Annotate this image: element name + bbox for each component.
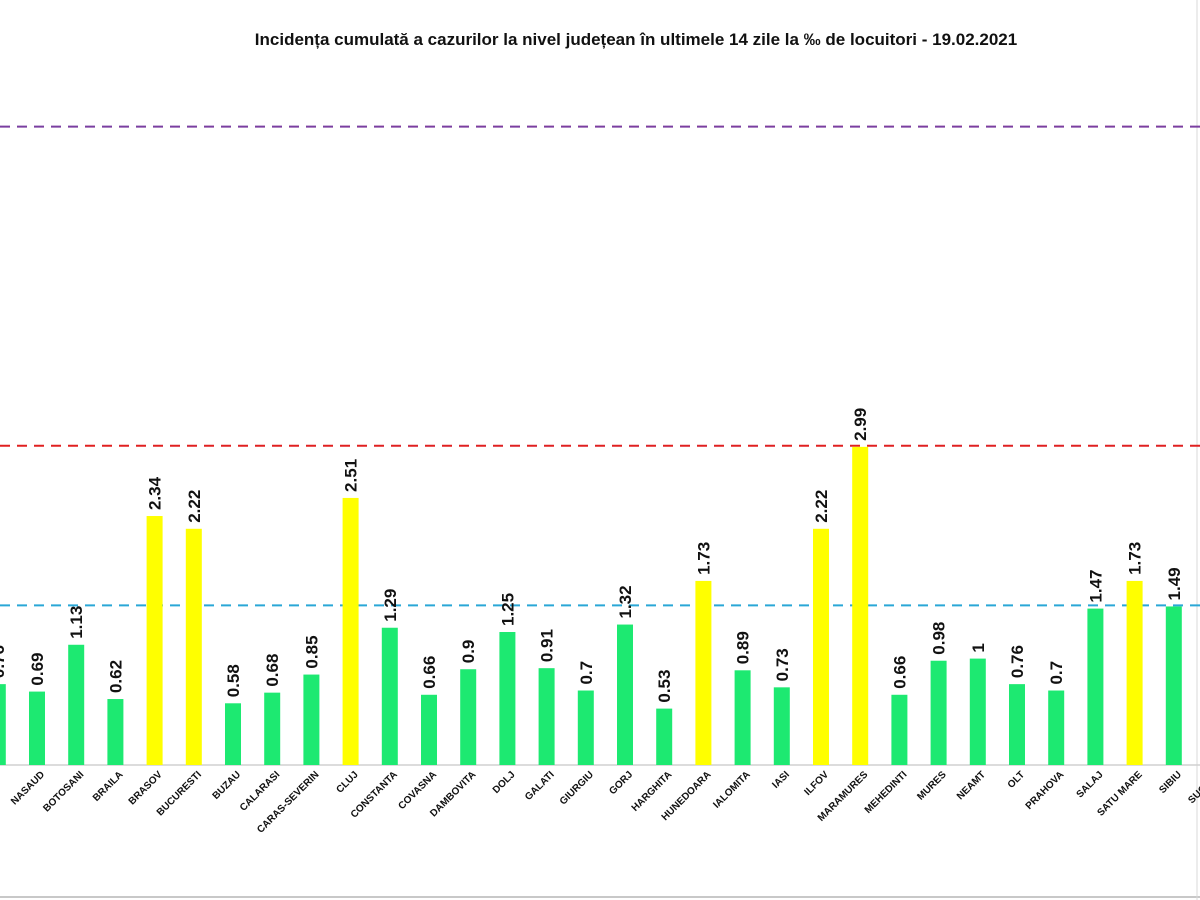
bar-buzau xyxy=(225,703,241,765)
data-label: 1.32 xyxy=(616,585,635,618)
data-label: 0.91 xyxy=(538,629,557,662)
category-label: NASAUD xyxy=(9,769,47,807)
bar-salaj xyxy=(1087,608,1104,765)
bar-harghita xyxy=(656,708,673,765)
category-label: ILFOV xyxy=(803,769,832,798)
category-label: DOLJ xyxy=(491,769,518,796)
category-label: MEHEDINTI xyxy=(863,769,910,816)
bar-calarasi xyxy=(264,692,281,765)
bar-dambovita xyxy=(460,669,477,765)
bar-satu mare xyxy=(1126,580,1143,765)
data-label: 2.51 xyxy=(342,459,361,492)
bar-braila xyxy=(107,699,124,765)
data-label: 0.98 xyxy=(930,622,949,655)
data-label: 0.9 xyxy=(459,640,478,664)
bar-sibiu xyxy=(1165,606,1182,765)
data-label: 0.76 xyxy=(0,645,8,678)
bar-brasov xyxy=(146,516,163,765)
category-label: SALAJ xyxy=(1075,769,1106,800)
bar-bucuresti xyxy=(185,528,202,765)
data-label: 2.34 xyxy=(146,476,165,510)
data-label: 0.7 xyxy=(1047,661,1066,685)
bar-botosani xyxy=(68,644,85,765)
category-label: COVASNA xyxy=(397,769,440,812)
category-label: MURES xyxy=(915,769,949,803)
bar-ialomita xyxy=(734,670,751,765)
category-label: GORJ xyxy=(607,769,635,797)
bar-mures xyxy=(930,660,947,765)
data-label: 2.22 xyxy=(185,490,204,523)
bar-ilfov xyxy=(813,528,829,765)
data-label: 0.66 xyxy=(420,656,439,689)
category-label: BRASOV xyxy=(127,769,165,807)
bar-nasaud xyxy=(29,691,45,765)
bar-galati xyxy=(538,668,555,765)
bar-neamt xyxy=(969,658,986,765)
data-label: 0.73 xyxy=(773,648,792,681)
data-label: 0.85 xyxy=(302,635,321,668)
category-label: BRAILA xyxy=(91,769,125,803)
category-label: GIURGIU xyxy=(558,769,596,807)
data-label: 1.73 xyxy=(1126,542,1145,575)
category-label: CLUJ xyxy=(334,769,360,795)
data-label: 0.69 xyxy=(28,652,47,685)
bar-mehedinti xyxy=(891,694,908,765)
data-label: 0.7 xyxy=(577,661,596,685)
bar-unnamed xyxy=(0,684,6,765)
bar-giurgiu xyxy=(577,690,594,765)
bar-dolj xyxy=(499,632,516,765)
data-label: 0.62 xyxy=(106,660,125,693)
chart-title: Incidența cumulată a cazurilor la nivel … xyxy=(254,30,1018,49)
bar-caras-severin xyxy=(303,674,320,765)
bar-gorj xyxy=(617,624,633,765)
category-label: BOTOSANI xyxy=(41,769,86,814)
data-label: 1.49 xyxy=(1165,567,1184,600)
category-label: BUZAU xyxy=(211,769,244,802)
data-label: 0.68 xyxy=(263,654,282,687)
data-label: 1 xyxy=(969,643,988,652)
category-label: IASI xyxy=(770,769,792,791)
data-label: 2.99 xyxy=(851,408,870,441)
bar-olt xyxy=(1009,684,1025,765)
category-label: PRAHOVA xyxy=(1024,769,1067,812)
data-label: 0.58 xyxy=(224,664,243,697)
data-label: 1.73 xyxy=(694,542,713,575)
bar-maramures xyxy=(852,446,869,765)
category-label: OLT xyxy=(1006,769,1027,790)
data-label: 2.22 xyxy=(812,490,831,523)
bar-covasna xyxy=(421,694,437,765)
category-label: SUCEAV xyxy=(1186,769,1200,806)
data-label: 0.76 xyxy=(1008,645,1027,678)
data-label: 1.47 xyxy=(1086,569,1105,602)
bar-cluj xyxy=(342,497,359,765)
category-label: NEAMT xyxy=(955,769,988,802)
data-label: 0.53 xyxy=(655,670,674,703)
data-label: 0.66 xyxy=(890,656,909,689)
data-label: 1.13 xyxy=(67,606,86,639)
data-label: 1.29 xyxy=(381,589,400,622)
bar-hunedoara xyxy=(695,580,712,765)
data-label: 1.25 xyxy=(498,593,517,626)
bar-iasi xyxy=(773,687,790,765)
bar-prahova xyxy=(1048,690,1065,765)
category-label: IALOMITA xyxy=(711,769,752,810)
bar-constanta xyxy=(381,627,398,765)
category-label: GALATI xyxy=(523,769,557,803)
category-label: SIBIU xyxy=(1157,769,1184,796)
data-label: 0.89 xyxy=(734,631,753,664)
